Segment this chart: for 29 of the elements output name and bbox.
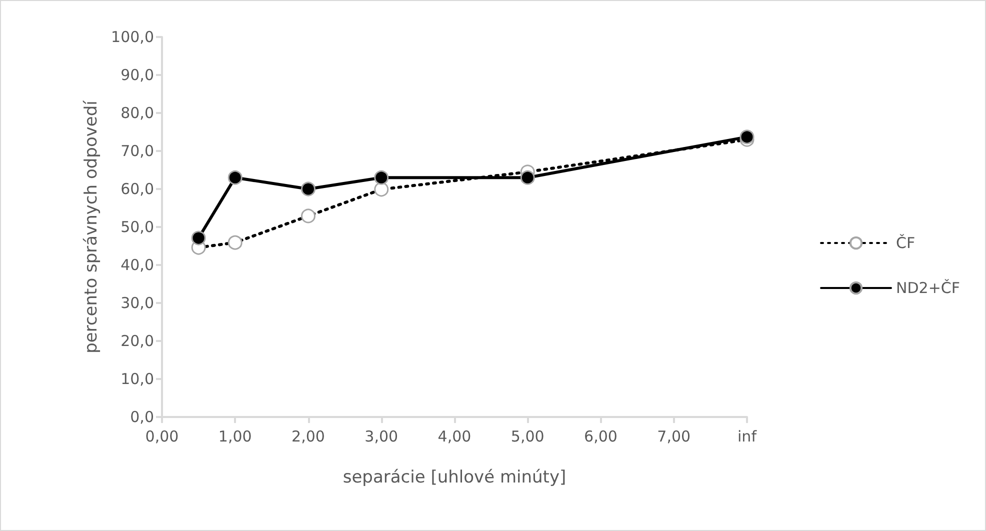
y-tick-label: 20,0 (120, 332, 154, 350)
y-tick-label: 0,0 (130, 408, 154, 426)
x-tick-label: 0,00 (145, 428, 179, 446)
x-tick-label: 6,00 (584, 428, 618, 446)
y-tick-label: 100,0 (111, 28, 154, 46)
y-tick-label: 70,0 (120, 142, 154, 160)
x-tick-label: 7,00 (657, 428, 691, 446)
point (301, 182, 316, 196)
x-tick-label: 3,00 (364, 428, 398, 446)
x-axis-title: separácie [uhlové minúty] (342, 468, 566, 488)
x-tick-label: 1,00 (218, 428, 252, 446)
point (228, 170, 242, 185)
y-axis-title: percento správnych odpovedí (82, 99, 102, 354)
point (374, 170, 389, 185)
x-tick-label: inf (738, 428, 758, 446)
point (520, 170, 535, 185)
y-tick-label: 40,0 (120, 256, 154, 274)
legend-label: ČF (896, 234, 916, 252)
point (191, 230, 206, 246)
legend-label: ND2+ČF (896, 279, 960, 297)
y-tick-label: 10,0 (120, 370, 154, 388)
y-tick-label: 30,0 (120, 294, 154, 312)
x-tick-label: 5,00 (510, 428, 544, 446)
y-tick-label: 90,0 (120, 66, 154, 84)
y-tick-label: 80,0 (120, 104, 154, 122)
x-tick-label: 2,00 (292, 428, 325, 446)
x-tick-label: 4,00 (438, 428, 472, 446)
y-tick-label: 50,0 (120, 218, 154, 236)
y-tick-label: 60,0 (120, 180, 154, 198)
